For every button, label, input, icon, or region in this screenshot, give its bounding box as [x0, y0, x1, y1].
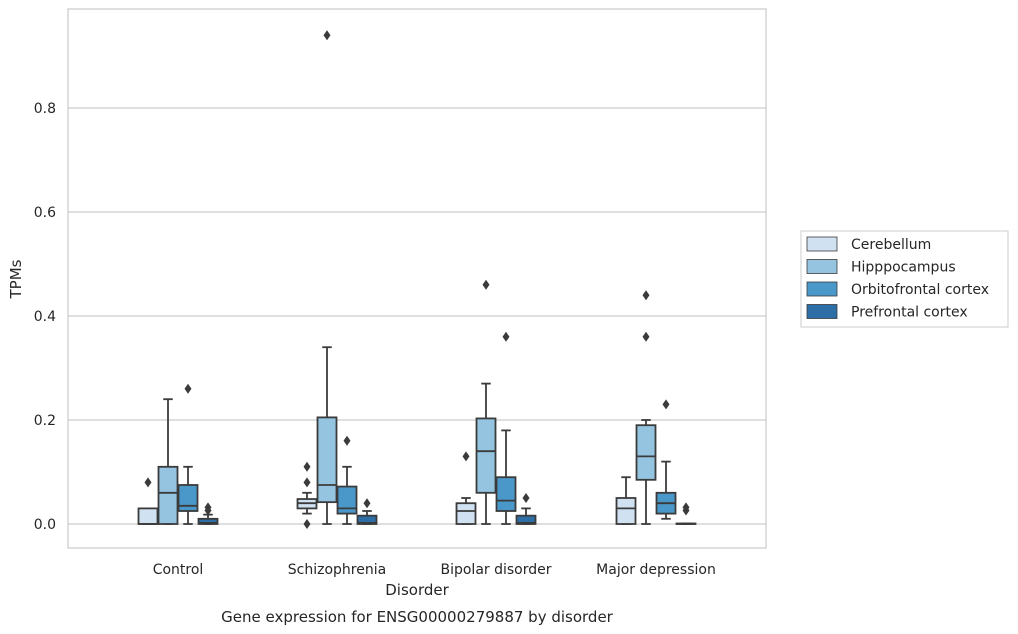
outlier-point: [323, 30, 331, 41]
box-body: [137, 507, 159, 525]
box-body: [455, 502, 477, 525]
box-body: [316, 416, 338, 504]
y-axis-label: TPMs: [7, 259, 25, 299]
outlier-point: [642, 331, 650, 342]
box: [157, 398, 179, 525]
outlier-point: [144, 477, 152, 488]
legend-swatch: [806, 304, 838, 319]
legend-label: Prefrontal cortex: [851, 305, 968, 321]
outlier-point: [502, 331, 510, 342]
outlier-point: [343, 435, 351, 446]
x-tick-label: Control: [153, 562, 204, 578]
box: [336, 435, 358, 525]
outlier-point: [662, 399, 670, 410]
box-body: [635, 424, 657, 481]
outlier-point: [642, 290, 650, 301]
plot-frame: [67, 8, 767, 549]
y-tick-label: 0.8: [34, 101, 56, 117]
box: [615, 476, 637, 525]
y-tick-label: 0.6: [34, 205, 56, 221]
box: [515, 493, 537, 525]
legend-swatch: [806, 281, 838, 297]
outlier-point: [303, 477, 311, 488]
legend-label: Orbitofrontal cortex: [851, 282, 989, 298]
box: [177, 383, 199, 525]
box-body: [515, 514, 537, 525]
box: [137, 477, 159, 525]
y-tick-label: 0.2: [34, 413, 56, 429]
box: [655, 399, 677, 520]
outlier-point: [522, 493, 530, 503]
y-tick-label: 0.4: [34, 309, 56, 325]
box: [675, 502, 697, 525]
box: [635, 290, 657, 525]
box-series-group: [137, 30, 697, 529]
box: [296, 461, 318, 529]
box-body: [177, 484, 199, 512]
box: [495, 331, 517, 525]
box: [197, 502, 219, 525]
box-body: [615, 497, 637, 525]
box: [475, 279, 497, 525]
chart-caption: Gene expression for ENSG00000279887 by d…: [221, 608, 614, 626]
outlier-point: [303, 461, 311, 472]
box-body: [495, 476, 517, 512]
box-body: [356, 514, 378, 525]
box: [356, 498, 378, 525]
box-body: [475, 417, 497, 494]
outlier-point: [303, 519, 311, 529]
x-tick-label: Schizophrenia: [288, 562, 386, 578]
outlier-point: [184, 383, 192, 394]
x-axis-label: Disorder: [385, 581, 449, 599]
x-tick-labels: Control Schizophrenia Bipolar disorder Majo…: [153, 562, 716, 578]
x-tick-label: Major depression: [596, 562, 716, 578]
legend-swatch: [806, 236, 838, 252]
x-tick-label: Bipolar disorder: [440, 562, 551, 578]
y-tick-labels: 0.0 0.2 0.4 0.6 0.8: [34, 101, 56, 533]
outlier-point: [363, 498, 371, 509]
box-body: [157, 465, 179, 525]
box: [455, 451, 477, 525]
y-tick-label: 0.0: [34, 517, 56, 533]
legend-swatch: [806, 259, 838, 274]
legend-label: Hipppocampus: [851, 260, 956, 276]
legend: Cerebellum Hipppocampus Orbitofrontal cort…: [800, 230, 1009, 328]
outlier-point: [682, 505, 690, 516]
box: [316, 30, 338, 525]
outlier-point: [204, 505, 212, 516]
box-body: [197, 517, 219, 525]
legend-label: Cerebellum: [851, 237, 931, 253]
outlier-point: [482, 279, 490, 290]
box-body: [336, 485, 358, 515]
outlier-point: [462, 451, 470, 462]
